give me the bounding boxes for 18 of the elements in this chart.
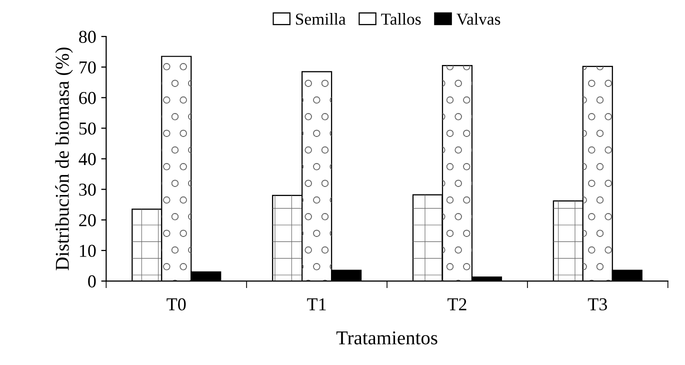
y-tick-label: 0 [88,275,96,288]
y-tick-label: 80 [79,30,96,43]
x-tick-label: T0 [166,298,186,310]
legend-label: Valvas [456,13,500,25]
x-axis-title: Tratamientos [336,331,438,344]
x-tick-label: T3 [588,298,607,310]
y-axis-title: Distribución de biomasa (%) [55,48,73,270]
y-tick-label: 20 [79,214,96,226]
y-tick-label: 30 [79,184,96,196]
y-tick-label: 70 [80,61,96,74]
legend-label: Tallos [381,13,421,25]
y-tick-label: 50 [79,122,96,135]
x-tick-label: T2 [448,298,466,310]
y-tick-label: 10 [80,244,96,257]
y-tick-label: 40 [78,153,96,166]
x-tick-label: T1 [307,298,326,310]
y-tick-label: 60 [79,92,96,104]
legend-label: Semilla [296,13,346,25]
